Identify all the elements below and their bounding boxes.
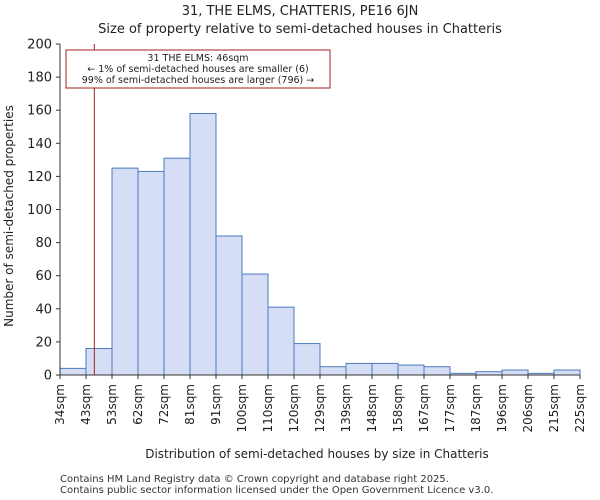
bar-196sqm (501, 369, 529, 376)
x-tick-label: 72sqm (157, 384, 171, 425)
bar-53sqm (111, 167, 139, 376)
x-tick-label: 187sqm (469, 384, 483, 432)
annotation-line: ← 1% of semi-detached houses are smaller… (87, 64, 308, 75)
bar-81sqm (189, 113, 217, 376)
bar-129sqm (319, 366, 347, 376)
chart-title: 31, THE ELMS, CHATTERIS, PE16 6JN (182, 4, 419, 19)
y-axis-label: Number of semi-detached properties (2, 105, 16, 327)
x-tick-label: 206sqm (521, 384, 535, 432)
x-axis-label: Distribution of semi-detached houses by … (145, 447, 489, 461)
x-tick-label: 158sqm (391, 384, 405, 432)
bar-62sqm (137, 170, 165, 376)
x-tick-label: 62sqm (131, 384, 145, 425)
x-tick-label: 110sqm (261, 384, 275, 432)
y-tick-label: 80 (35, 236, 52, 251)
x-tick-label: 139sqm (339, 384, 353, 432)
x-tick-label: 81sqm (183, 384, 197, 425)
bar-100sqm (241, 273, 269, 376)
annotation-line: 99% of semi-detached houses are larger (… (82, 75, 315, 86)
bar-158sqm (397, 364, 425, 376)
y-tick-label: 60 (35, 269, 52, 284)
annotation-box (65, 49, 331, 89)
y-tick-label: 0 (44, 369, 52, 384)
x-tick-label: 148sqm (365, 384, 379, 432)
y-tick-label: 140 (27, 137, 52, 152)
chart-subtitle: Size of property relative to semi-detach… (98, 22, 502, 37)
x-tick-label: 120sqm (287, 384, 301, 432)
x-tick-label: 129sqm (313, 384, 327, 432)
footer-copyright: Contains HM Land Registry data © Crown c… (60, 474, 449, 485)
x-tick-label: 167sqm (417, 384, 431, 432)
bar-120sqm (293, 343, 321, 376)
y-tick-label: 100 (27, 203, 52, 218)
x-tick-label: 91sqm (209, 384, 223, 425)
y-tick-label: 180 (27, 71, 52, 86)
y-tick-label: 120 (27, 170, 52, 185)
y-tick-label: 20 (35, 335, 52, 350)
x-tick-label: 196sqm (495, 384, 509, 432)
bar-34sqm (59, 367, 87, 376)
y-tick-label: 200 (27, 38, 52, 53)
bar-91sqm (215, 235, 243, 376)
x-tick-label: 100sqm (235, 384, 249, 432)
bar-110sqm (267, 306, 295, 376)
bar-72sqm (163, 157, 191, 376)
bar-139sqm (345, 362, 373, 376)
x-tick-label: 53sqm (105, 384, 119, 425)
bar-167sqm (423, 366, 451, 376)
bar-43sqm (85, 348, 113, 376)
footer-licence: Contains public sector information licen… (60, 485, 494, 496)
x-tick-label: 34sqm (53, 384, 67, 425)
y-tick-label: 160 (27, 104, 52, 119)
bar-215sqm (553, 369, 581, 376)
x-tick-label: 215sqm (547, 384, 561, 432)
x-tick-label: 177sqm (443, 384, 457, 432)
x-tick-label: 43sqm (79, 384, 93, 425)
x-tick-label: 225sqm (573, 384, 587, 432)
bar-148sqm (371, 362, 399, 376)
annotation-line: 31 THE ELMS: 46sqm (147, 53, 248, 64)
y-tick-label: 40 (35, 302, 52, 317)
